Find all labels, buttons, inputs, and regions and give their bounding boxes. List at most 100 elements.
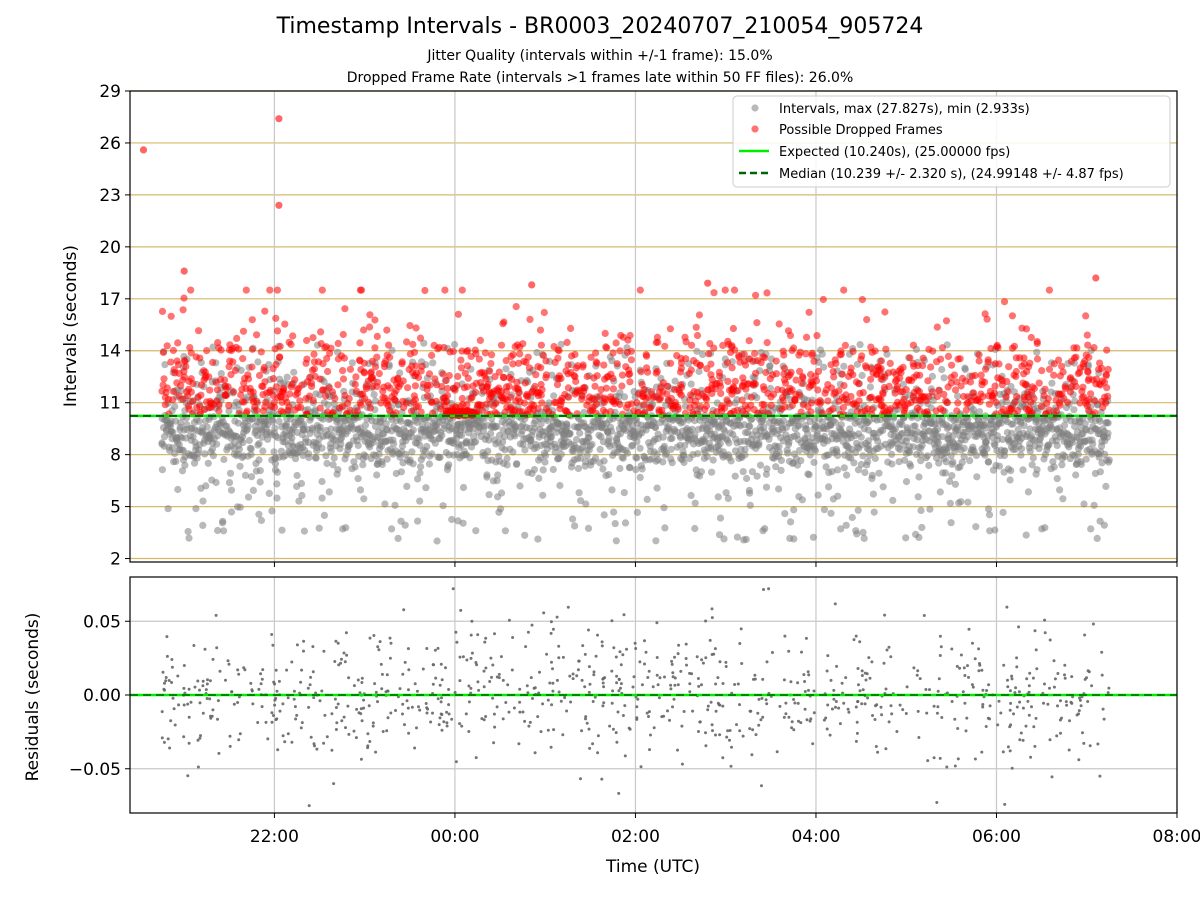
interval-point	[533, 348, 541, 357]
interval-point	[984, 505, 993, 513]
interval-point	[809, 533, 818, 541]
interval-point	[772, 463, 780, 471]
residual-point	[278, 709, 282, 713]
residual-point	[1064, 700, 1068, 704]
dropped-frame-point	[647, 388, 656, 396]
residual-point	[682, 710, 686, 713]
residual-point	[401, 702, 405, 706]
residual-point	[825, 727, 829, 731]
residual-point	[925, 711, 929, 715]
dropped-frame-point	[990, 389, 999, 397]
interval-point	[220, 455, 228, 464]
interval-point	[854, 466, 863, 474]
interval-point	[610, 508, 618, 516]
residual-point	[209, 716, 213, 720]
residual-point	[959, 653, 963, 657]
dropped-frame-point	[867, 343, 875, 351]
dropped-frame-point	[702, 402, 711, 410]
interval-point	[577, 497, 585, 505]
dropped-frame-point	[322, 392, 330, 400]
residual-point	[961, 690, 965, 694]
interval-point	[409, 426, 417, 434]
interval-point	[985, 511, 994, 519]
residual-point	[208, 697, 212, 701]
residual-point	[803, 690, 807, 693]
residual-point	[724, 665, 728, 668]
dropped-frame-point	[954, 399, 962, 407]
dropped-frame-point	[1044, 395, 1052, 403]
dropped-frame-point	[412, 324, 420, 332]
interval-point	[949, 458, 957, 466]
residual-point	[1027, 713, 1031, 717]
interval-point	[746, 501, 754, 509]
dropped-frame-point	[395, 383, 403, 391]
residual-point	[729, 764, 733, 768]
residual-point	[488, 680, 492, 683]
dropped-frame-point	[423, 392, 432, 400]
interval-point	[282, 420, 291, 428]
dropped-frame-point	[804, 403, 812, 411]
residual-point	[433, 648, 437, 652]
residual-point	[619, 663, 623, 667]
residual-point	[807, 673, 811, 677]
residual-point	[187, 715, 191, 719]
residual-point	[625, 647, 628, 651]
residual-point	[592, 673, 596, 677]
interval-point	[940, 374, 948, 382]
residual-point	[750, 753, 754, 757]
dropped-frame-point	[838, 370, 846, 378]
dropped-frame-point	[616, 400, 624, 409]
interval-point	[189, 432, 197, 441]
residual-point	[601, 681, 605, 685]
interval-point	[901, 456, 909, 464]
interval-point	[763, 465, 771, 473]
interval-point	[762, 470, 771, 478]
interval-point	[857, 460, 865, 469]
interval-point	[318, 444, 326, 452]
dropped-frame-point	[1070, 378, 1079, 386]
residual-point	[528, 720, 532, 724]
interval-point	[918, 523, 926, 532]
dropped-frame-point	[258, 382, 266, 390]
dropped-frame-point	[962, 406, 971, 414]
interval-point	[327, 447, 335, 455]
residual-point	[657, 696, 661, 700]
interval-point	[695, 367, 703, 376]
dropped-frame-point	[627, 356, 636, 364]
interval-point	[304, 450, 313, 458]
interval-point	[359, 461, 367, 469]
interval-point	[512, 422, 520, 430]
residual-point	[186, 774, 190, 778]
dropped-frame-point	[310, 350, 318, 358]
dropped-frame-point	[805, 308, 813, 316]
interval-point	[537, 420, 545, 428]
interval-point	[351, 463, 359, 471]
residual-point	[517, 742, 521, 746]
dropped-frame-point	[394, 374, 402, 382]
dropped-frame-point	[1024, 393, 1032, 401]
interval-point	[828, 468, 836, 476]
dropped-frame-point	[914, 362, 922, 370]
dropped-frame-point	[1096, 381, 1104, 389]
residual-point	[901, 708, 905, 712]
interval-point	[433, 537, 441, 545]
residual-point	[300, 668, 304, 672]
residual-point	[1043, 631, 1047, 635]
dropped-frame-point	[213, 397, 221, 405]
dropped-frame-point	[530, 401, 538, 409]
residual-point	[884, 687, 888, 691]
dropped-frame-point	[253, 397, 261, 405]
residual-point	[271, 643, 275, 647]
dropped-frame-point	[492, 399, 500, 407]
residual-point	[277, 679, 281, 683]
residual-point	[454, 630, 458, 634]
residual-point	[684, 657, 688, 660]
dropped-frame-point	[667, 359, 675, 367]
residual-point	[623, 704, 627, 708]
dropped-frame-point	[618, 382, 626, 390]
dropped-frame-point	[169, 396, 177, 404]
interval-point	[1026, 425, 1034, 433]
residual-point	[444, 666, 447, 670]
residual-point	[804, 636, 808, 640]
residual-point	[507, 618, 511, 622]
